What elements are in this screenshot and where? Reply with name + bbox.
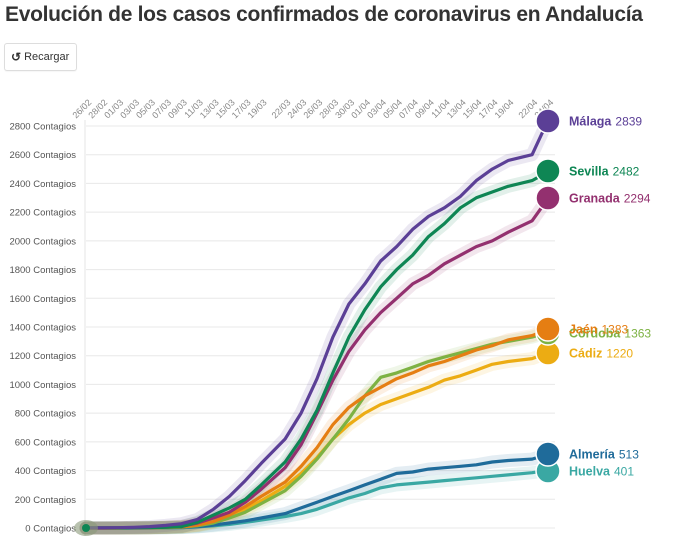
end-label-almería: Almería 513	[569, 448, 639, 462]
end-label-granada: Granada 2294	[569, 192, 651, 206]
y-tick-label: 2600 Contagios	[9, 150, 76, 161]
end-marker-almería[interactable]	[535, 441, 561, 467]
y-tick-label: 2800 Contagios	[9, 122, 76, 133]
end-label-córdoba: Córdoba 1363	[569, 327, 651, 341]
end-label-cádiz: Cádiz 1220	[569, 347, 633, 361]
y-tick-label: 1400 Contagios	[9, 323, 76, 334]
y-tick-label: 1600 Contagios	[9, 294, 76, 305]
end-marker-granada[interactable]	[535, 185, 561, 211]
reload-button-label: Recargar	[24, 51, 70, 63]
reload-icon: ↺	[11, 50, 22, 64]
y-tick-label: 400 Contagios	[15, 466, 77, 477]
y-tick-label: 2200 Contagios	[9, 208, 76, 219]
y-tick-label: 2000 Contagios	[9, 236, 76, 247]
end-label-jaén: Jaén 1383	[569, 323, 629, 337]
end-labels: Huelva 401 Almería 513 Cádiz 1220 Córdoba 1363J…	[74, 108, 651, 536]
reload-button[interactable]: ↺ Recargar	[4, 43, 78, 71]
y-tick-label: 1000 Contagios	[9, 380, 76, 391]
page-title: Evolución de los casos confirmados de co…	[5, 3, 643, 26]
y-tick-label: 1800 Contagios	[9, 265, 76, 276]
lines	[86, 119, 550, 530]
end-label-huelva: Huelva 401	[569, 465, 634, 479]
end-label-sevilla: Sevilla 2482	[569, 165, 640, 179]
end-marker-sevilla[interactable]	[535, 158, 561, 184]
y-tick-label: 200 Contagios	[15, 495, 77, 506]
start-marker	[82, 524, 90, 532]
y-axis: 0 Contagios 200 Contagios 400 Contagios 600…	[9, 122, 76, 535]
end-marker-jaén[interactable]	[535, 316, 561, 342]
y-tick-label: 1200 Contagios	[9, 351, 76, 362]
y-tick-label: 0 Contagios	[25, 524, 76, 535]
y-tick-label: 800 Contagios	[15, 409, 77, 420]
x-axis: 26/0228/0201/0303/0305/0307/0309/0311/03…	[70, 97, 555, 120]
end-label-málaga: Málaga 2839	[569, 115, 642, 129]
line-halos	[79, 113, 555, 535]
y-tick-label: 2400 Contagios	[9, 179, 76, 190]
end-marker-málaga[interactable]	[535, 108, 561, 134]
line-málaga[interactable]	[86, 119, 550, 530]
y-tick-label: 600 Contagios	[15, 437, 77, 448]
